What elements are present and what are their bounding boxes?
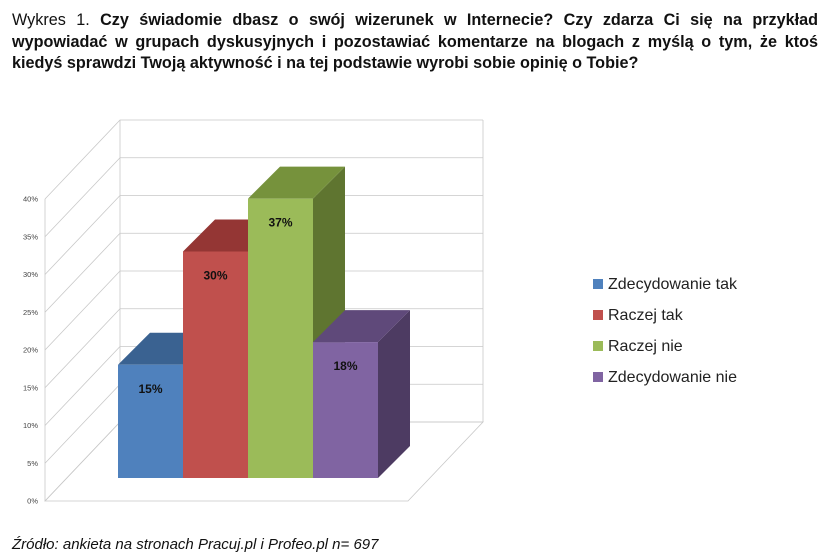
legend-item: Zdecydowanie tak [593, 276, 738, 293]
legend: Zdecydowanie tak Raczej tak Raczej nie Zdec… [593, 276, 738, 386]
bar-front [118, 364, 183, 478]
legend-label: Zdecydowanie nie [608, 369, 737, 386]
bar-side [378, 310, 410, 478]
data-label: 37% [268, 216, 292, 230]
data-label: 30% [203, 269, 227, 283]
y-tick-label: 10% [23, 421, 38, 430]
legend-item: Raczej nie [593, 338, 683, 355]
legend-swatch [593, 372, 603, 382]
source-note: Źródło: ankieta na stronach Pracuj.pl i … [12, 536, 379, 553]
chart-caption: Wykres 1. Czy świadomie dbasz o swój wiz… [12, 10, 818, 75]
legend-item: Raczej tak [593, 307, 684, 324]
caption-prefix: Wykres 1. [12, 11, 90, 29]
y-tick-label: 35% [23, 232, 38, 241]
data-label: 18% [333, 359, 357, 373]
bar-top [313, 310, 410, 343]
chart-grid [44, 119, 484, 502]
legend-swatch [593, 310, 603, 320]
legend-label: Zdecydowanie tak [608, 276, 738, 293]
bar-4 [313, 310, 410, 478]
bar-front [248, 198, 313, 478]
y-tick-label: 5% [27, 459, 38, 468]
legend-label: Raczej nie [608, 338, 683, 355]
bar-front [313, 342, 378, 478]
y-tick-label: 0% [27, 497, 38, 506]
legend-swatch [593, 279, 603, 289]
y-tick-label: 15% [23, 383, 38, 392]
y-tick-label: 25% [23, 308, 38, 317]
data-label: 15% [138, 382, 162, 396]
y-tick-label: 20% [23, 346, 38, 355]
bar-top [248, 166, 345, 199]
caption-question: Czy świadomie dbasz o swój wizerunek w I… [12, 11, 819, 72]
y-tick-label: 30% [23, 270, 38, 279]
bars [118, 166, 410, 478]
data-labels: 15% 30% 37% 18% [138, 216, 357, 396]
bar-front [183, 251, 248, 478]
legend-item: Zdecydowanie nie [593, 369, 737, 386]
legend-swatch [593, 341, 603, 351]
chart-floor [44, 421, 484, 502]
y-axis-ticks: 0% 5% 10% 15% 20% 25% 30% 35% 40% [23, 195, 38, 506]
y-tick-label: 40% [23, 195, 38, 204]
legend-label: Raczej tak [608, 307, 684, 324]
